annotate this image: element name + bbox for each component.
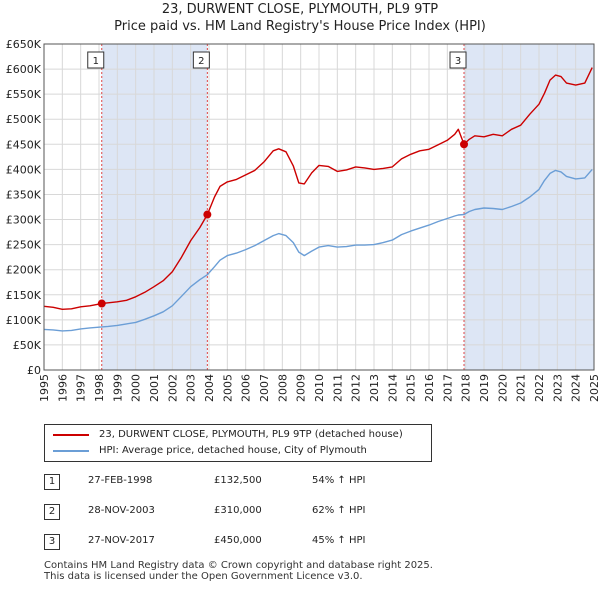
x-tick-label: 2002 (166, 374, 179, 402)
plot-frame (43, 43, 595, 371)
x-tick-label: 2001 (148, 374, 161, 402)
y-tick-label: £350K (6, 188, 42, 201)
legend-swatch-property (53, 434, 89, 436)
footer: Contains HM Land Registry data © Crown c… (44, 560, 433, 582)
x-tick-label: 1998 (93, 374, 106, 402)
x-tick-label: 1995 (38, 374, 51, 402)
sale-hpi-change: 54% ↑ HPI (312, 475, 366, 486)
sale-price: £450,000 (214, 535, 262, 546)
x-tick-label: 2018 (460, 374, 473, 402)
series-line-property (43, 67, 593, 310)
x-tick-label: 1999 (111, 374, 124, 402)
y-tick-label: £150K (6, 289, 42, 302)
sale-price: £310,000 (214, 505, 262, 516)
x-tick-label: 2020 (496, 374, 509, 402)
sale-row: 2 28-NOV-2003 £310,000 62% ↑ HPI (44, 502, 564, 532)
legend-swatch-hpi (53, 450, 89, 452)
chart-title: 23, DURWENT CLOSE, PLYMOUTH, PL9 9TP (161, 2, 439, 17)
sale-label-box (449, 51, 467, 69)
x-tick-label: 2023 (551, 374, 564, 402)
x-tick-label: 2004 (203, 374, 216, 402)
y-tick-label: £200K (6, 264, 42, 277)
legend-item-property: 23, DURWENT CLOSE, PLYMOUTH, PL9 9TP (de… (53, 429, 423, 443)
x-tick-label: 2009 (295, 374, 308, 402)
x-tick-label: 2021 (515, 374, 528, 402)
price-chart: 1 2 3 £0 £50K £100K £150K £200K £250K £300K £350K £… (6, 38, 600, 402)
legend-label-hpi: HPI: Average price, detached house, City… (99, 445, 367, 456)
x-tick-label: 2019 (478, 374, 491, 402)
x-tick-label: 1996 (56, 374, 69, 402)
sale-point (460, 140, 469, 149)
y-tick-label: £400K (6, 163, 42, 176)
sales-table: 1 27-FEB-1998 £132,500 54% ↑ HPI 2 28-NO… (44, 472, 564, 562)
sale-label: 3 (455, 56, 461, 67)
x-tick-label: 2012 (350, 374, 363, 402)
sale-row: 3 27-NOV-2017 £450,000 45% ↑ HPI (44, 532, 564, 562)
y-tick-label: £500K (6, 113, 42, 126)
x-tick-label: 2000 (130, 374, 143, 402)
sale-badge: 3 (44, 534, 60, 550)
sale-point (203, 210, 212, 219)
y-tick-label: £50K (13, 339, 42, 352)
x-tick-label: 2014 (386, 374, 399, 402)
y-tick-label: £650K (6, 38, 42, 51)
y-tick-label: £0 (27, 364, 41, 377)
x-tick-label: 2005 (221, 374, 234, 402)
legend-item-hpi: HPI: Average price, detached house, City… (53, 445, 423, 459)
x-tick-label: 2025 (588, 374, 600, 402)
sale-date: 27-NOV-2017 (88, 535, 155, 546)
sale-badge: 2 (44, 504, 60, 520)
x-tick-label: 2007 (258, 374, 271, 402)
x-tick-label: 2016 (423, 374, 436, 402)
sale-label-box (87, 51, 105, 69)
sale-badge: 1 (44, 474, 60, 490)
y-tick-label: £300K (6, 214, 42, 227)
chart-legend: 23, DURWENT CLOSE, PLYMOUTH, PL9 9TP (de… (44, 424, 432, 462)
period-shade (464, 44, 594, 370)
sale-label: 1 (93, 56, 99, 67)
x-tick-label: 2008 (276, 374, 289, 402)
y-tick-label: £100K (6, 314, 42, 327)
y-tick-label: £600K (6, 63, 42, 76)
sale-date: 27-FEB-1998 (88, 475, 153, 486)
y-tick-label: £250K (6, 239, 42, 252)
series-line-hpi (43, 168, 593, 332)
x-tick-label: 2003 (185, 374, 198, 402)
sale-row: 1 27-FEB-1998 £132,500 54% ↑ HPI (44, 472, 564, 502)
sale-label: 2 (198, 56, 204, 67)
x-tick-label: 2024 (570, 374, 583, 402)
footer-licence: This data is licensed under the Open Gov… (44, 571, 363, 582)
legend-label-property: 23, DURWENT CLOSE, PLYMOUTH, PL9 9TP (de… (99, 429, 403, 440)
x-tick-label: 2017 (441, 374, 454, 402)
x-tick-label: 1997 (75, 374, 88, 402)
x-tick-label: 2010 (313, 374, 326, 402)
x-tick-label: 2013 (368, 374, 381, 402)
x-tick-label: 2015 (405, 374, 418, 402)
x-tick-label: 2022 (533, 374, 546, 402)
sale-hpi-change: 62% ↑ HPI (312, 505, 366, 516)
x-tick-label: 2006 (240, 374, 253, 402)
sale-point (97, 299, 106, 308)
footer-copyright: Contains HM Land Registry data © Crown c… (44, 560, 433, 571)
sale-price: £132,500 (214, 475, 262, 486)
y-tick-label: £450K (6, 138, 42, 151)
x-tick-label: 2011 (331, 374, 344, 402)
y-tick-label: £550K (6, 88, 42, 101)
sale-hpi-change: 45% ↑ HPI (312, 535, 366, 546)
sale-date: 28-NOV-2003 (88, 505, 155, 516)
chart-subtitle: Price paid vs. HM Land Registry's House … (114, 19, 486, 34)
sale-label-box (192, 51, 210, 69)
